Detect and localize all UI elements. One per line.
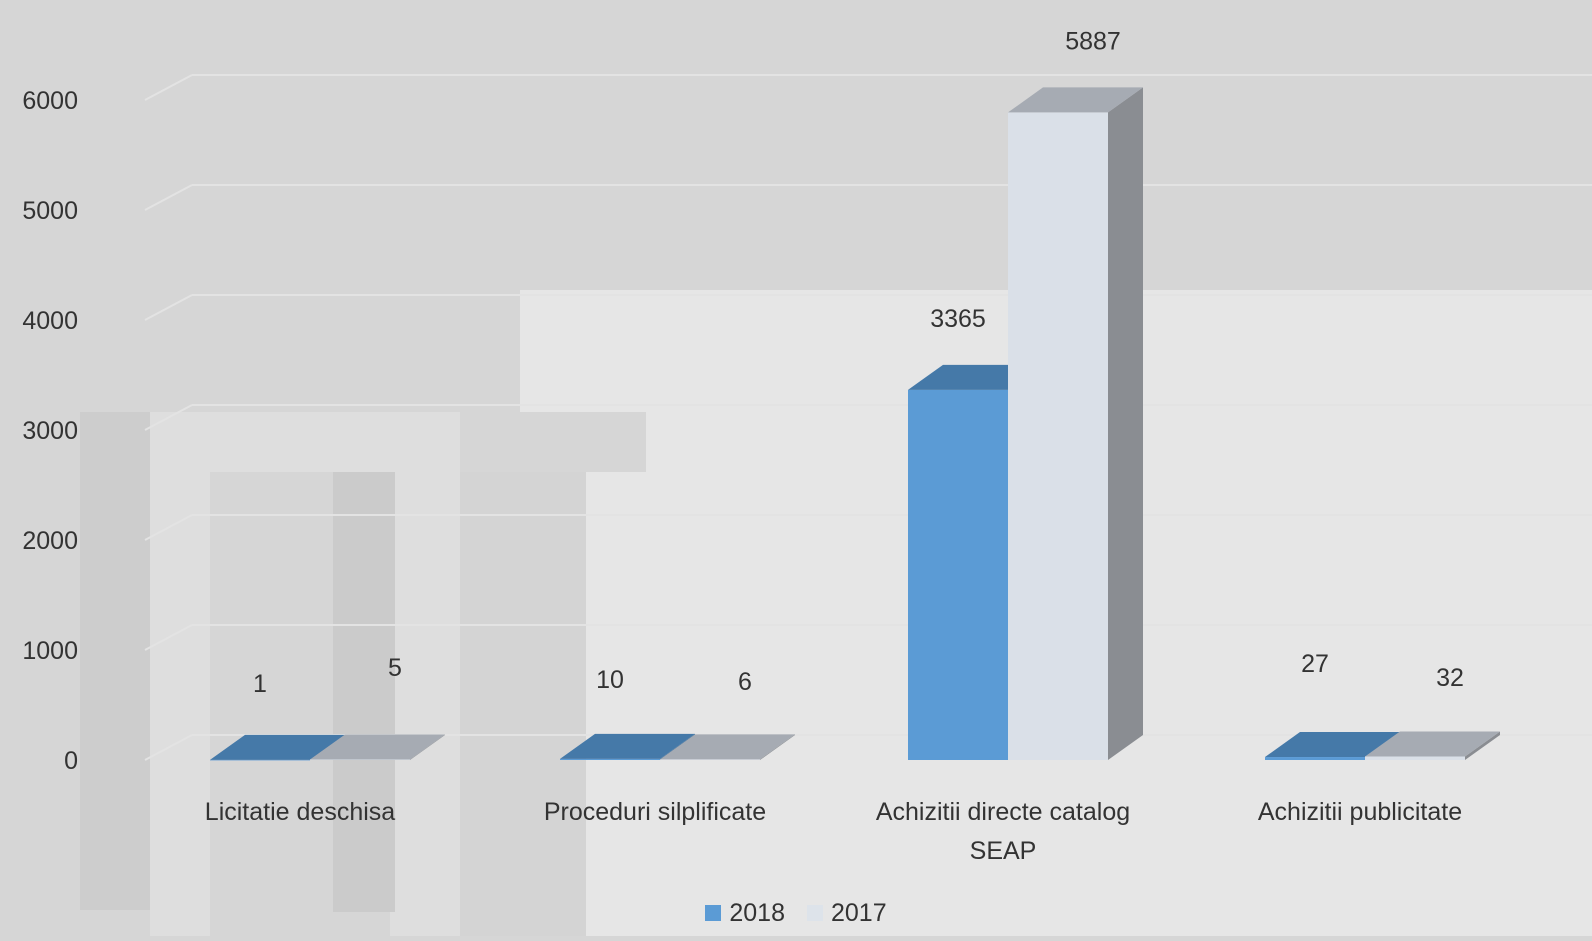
- data-label: 1: [253, 670, 267, 698]
- bar-side: [1465, 731, 1500, 760]
- gridline-depth: [144, 74, 193, 101]
- x-axis: Licitatie deschisa Proceduri silplificate…: [205, 798, 1462, 865]
- bar-top: [560, 733, 695, 759]
- watermark-logo: [80, 290, 1592, 936]
- x-tick-label: Achizitii directe catalog: [876, 798, 1130, 826]
- bar-front: [1365, 756, 1465, 760]
- x-tick-label: SEAP: [970, 837, 1037, 865]
- legend-item-2018: 2018: [705, 899, 785, 928]
- bar-top: [1265, 732, 1400, 758]
- y-axis: 0 1000 2000 3000 4000 5000 6000: [22, 87, 78, 775]
- data-label: 3365: [930, 305, 986, 333]
- bar-2017-3: [1365, 731, 1500, 760]
- bar-top: [310, 734, 445, 760]
- bar-2017-2: [1008, 87, 1143, 761]
- y-tick-label: 2000: [22, 527, 78, 555]
- data-label: 5887: [1065, 27, 1121, 55]
- x-tick-label: Licitatie deschisa: [205, 798, 395, 826]
- bar-front: [310, 759, 410, 760]
- data-label: 32: [1436, 664, 1464, 692]
- y-tick-label: 1000: [22, 637, 78, 665]
- data-label: 5: [388, 654, 402, 682]
- legend-swatch-2018: [705, 905, 722, 921]
- bar-side: [1108, 87, 1143, 761]
- bar-front: [1008, 112, 1108, 761]
- bars: [210, 87, 1500, 761]
- bar-2017-0: [310, 734, 445, 760]
- bar-front: [560, 758, 660, 760]
- data-label: 6: [738, 668, 752, 696]
- bar-front: [908, 389, 1008, 760]
- gridline-depth: [144, 404, 193, 431]
- legend-swatch-2017: [807, 905, 823, 921]
- data-label: 27: [1301, 650, 1329, 678]
- bar-top: [1008, 87, 1143, 113]
- data-label: 10: [596, 666, 624, 694]
- bar-front: [210, 759, 310, 761]
- bar-top: [1365, 731, 1500, 757]
- data-labels: 1 5 10 6 3365 5887 27 32: [253, 27, 1464, 698]
- bar-side: [760, 734, 795, 760]
- legend: 2018 2017: [0, 898, 1592, 928]
- y-tick-label: 4000: [22, 307, 78, 335]
- gridline-depth: [144, 734, 193, 761]
- legend-label-2017: 2017: [831, 898, 887, 927]
- gridline-depth: [144, 294, 193, 321]
- y-tick-label: 5000: [22, 197, 78, 225]
- bar-2017-1: [660, 734, 795, 760]
- x-tick-label: Achizitii publicitate: [1258, 798, 1462, 826]
- legend-label-2018: 2018: [729, 898, 785, 927]
- bar-side: [410, 734, 445, 760]
- y-tick-label: 0: [64, 747, 78, 775]
- legend-item-2017: 2017: [807, 899, 887, 928]
- bar-top: [210, 734, 345, 760]
- bar-top: [660, 734, 795, 760]
- x-tick-label: Proceduri silplificate: [544, 798, 766, 826]
- bar-front: [660, 759, 760, 760]
- y-tick-label: 3000: [22, 417, 78, 445]
- y-tick-label: 6000: [22, 87, 78, 115]
- bar-front: [1265, 757, 1365, 760]
- gridline-depth: [144, 624, 193, 651]
- gridline-depth: [144, 184, 193, 211]
- gridline-depth: [144, 514, 193, 541]
